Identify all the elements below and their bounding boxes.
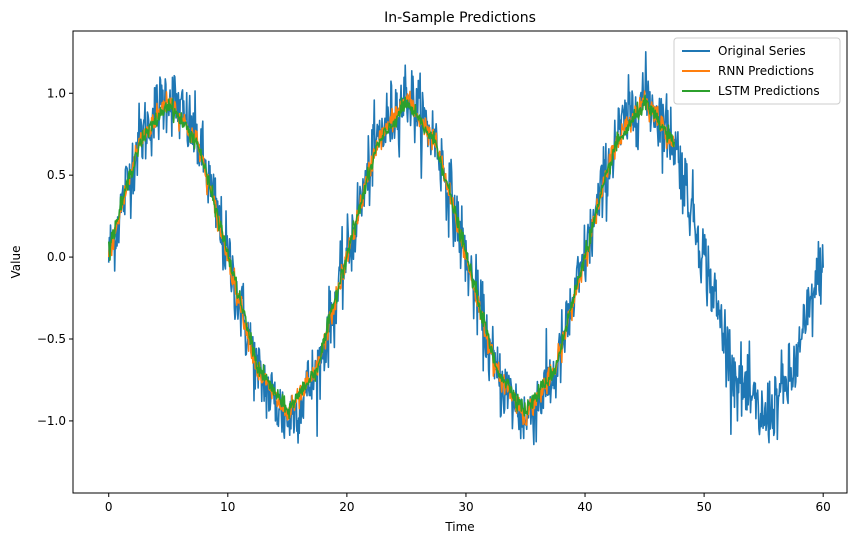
x-tick-label: 50 [696, 500, 711, 514]
y-tick-label: −0.5 [37, 332, 66, 346]
chart-title: In-Sample Predictions [384, 10, 536, 26]
series-line-lstm-predictions [107, 94, 676, 420]
legend-entry: LSTM Predictions [718, 84, 820, 98]
x-tick-label: 40 [577, 500, 592, 514]
y-tick-label: 1.0 [47, 86, 66, 100]
x-tick-label: 10 [220, 500, 235, 514]
x-tick-label: 60 [816, 500, 831, 514]
y-tick-label: 0.0 [47, 250, 66, 264]
x-axis: 0 10 20 30 40 50 60 [105, 493, 831, 514]
legend-entry: Original Series [718, 44, 806, 58]
x-tick-label: 20 [339, 500, 354, 514]
legend: Original Series RNN Predictions LSTM Predi… [673, 37, 841, 105]
legend-box [673, 37, 841, 105]
y-tick-label: −1.0 [37, 414, 66, 428]
legend-entry: RNN Predictions [718, 64, 814, 78]
y-axis-label: Value [9, 246, 23, 279]
series-layer [107, 50, 824, 446]
plot-frame [72, 30, 848, 494]
x-tick-label: 30 [458, 500, 473, 514]
y-axis: −1.0 −0.5 0.0 0.5 1.0 [37, 86, 73, 428]
x-axis-label: Time [444, 520, 474, 534]
y-tick-label: 0.5 [47, 168, 66, 182]
series-line-original-series [107, 50, 824, 446]
x-tick-label: 0 [105, 500, 113, 514]
